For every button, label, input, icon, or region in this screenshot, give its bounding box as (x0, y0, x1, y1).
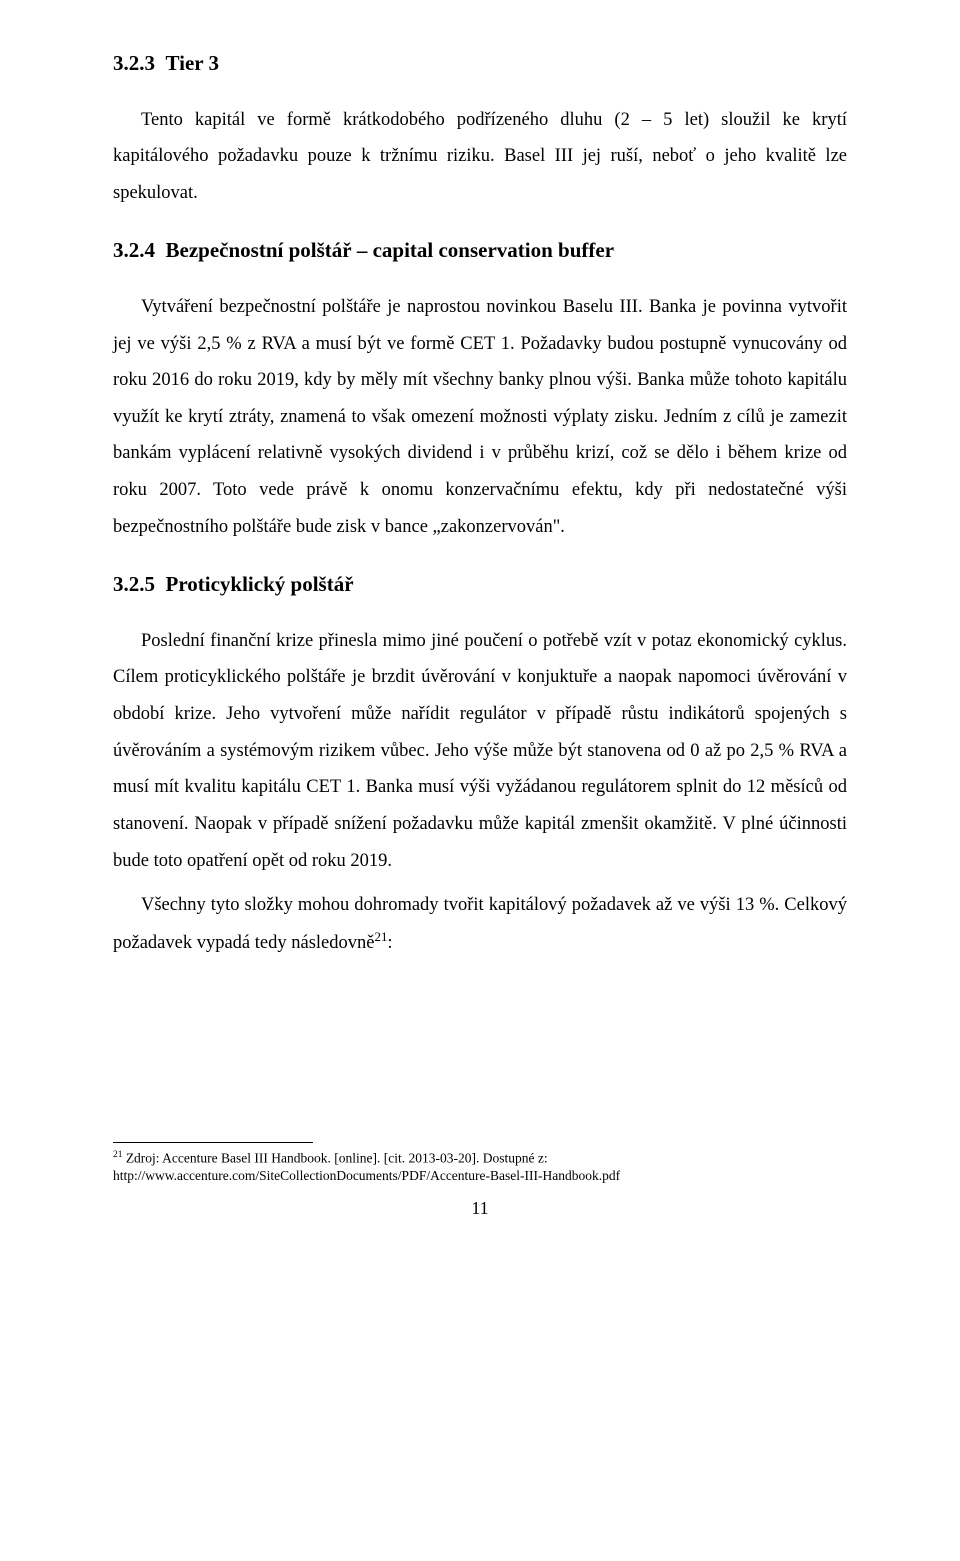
paragraph: Všechny tyto složky mohou dohromady tvoř… (113, 887, 847, 961)
heading-title: Proticyklický polštář (166, 572, 354, 596)
heading-3-2-3: 3.2.3 Tier 3 (113, 48, 847, 80)
heading-title: Bezpečnostní polštář – capital conservat… (166, 238, 615, 262)
footnote-text: Zdroj: Accenture Basel III Handbook. [on… (122, 1150, 547, 1165)
heading-3-2-4: 3.2.4 Bezpečnostní polštář – capital con… (113, 235, 847, 267)
heading-3-2-5: 3.2.5 Proticyklický polštář (113, 569, 847, 601)
page-number: 11 (113, 1195, 847, 1222)
heading-number: 3.2.5 (113, 572, 155, 596)
heading-number: 3.2.3 (113, 51, 155, 75)
footnote-ref: 21 (374, 929, 387, 944)
paragraph: Vytváření bezpečnostní polštáře je napro… (113, 289, 847, 545)
paragraph-text: : (387, 933, 392, 953)
footnote-url: http://www.accenture.com/SiteCollectionD… (113, 1168, 620, 1183)
paragraph-text: Všechny tyto složky mohou dohromady tvoř… (113, 895, 847, 953)
footnote-separator (113, 1142, 313, 1143)
paragraph: Poslední finanční krize přinesla mimo ji… (113, 623, 847, 879)
heading-number: 3.2.4 (113, 238, 155, 262)
paragraph: Tento kapitál ve formě krátkodobého podř… (113, 102, 847, 212)
heading-title: Tier 3 (166, 51, 219, 75)
footnote: 21 Zdroj: Accenture Basel III Handbook. … (113, 1149, 847, 1186)
